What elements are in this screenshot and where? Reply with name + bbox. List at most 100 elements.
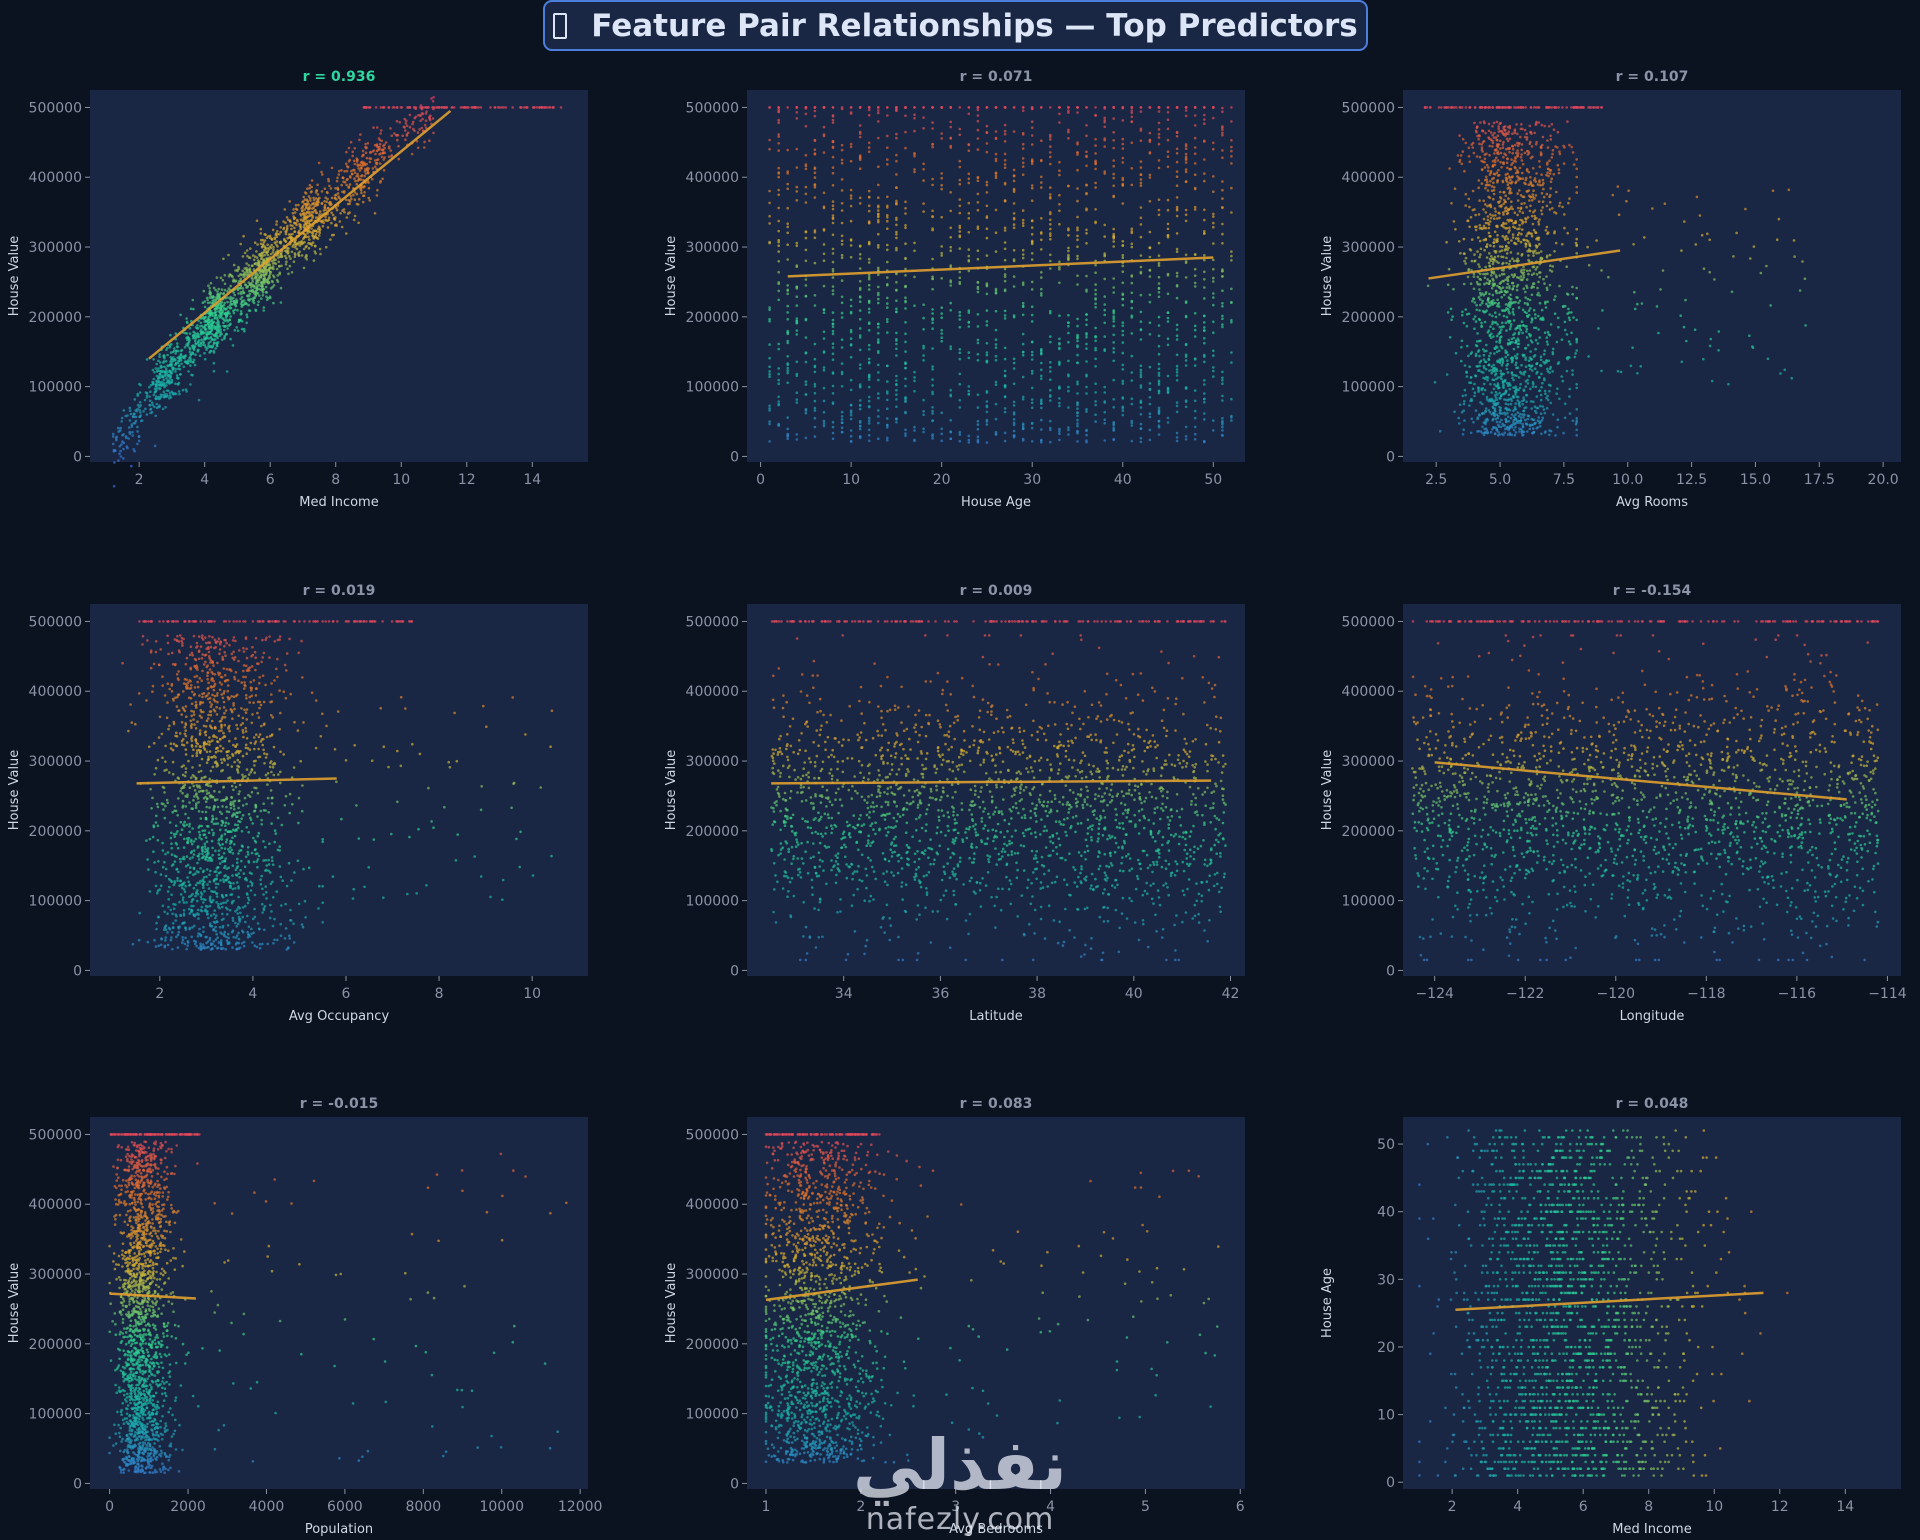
data-point xyxy=(404,122,408,125)
data-point xyxy=(777,142,780,145)
data-point xyxy=(822,386,826,390)
data-point xyxy=(193,339,197,343)
data-point xyxy=(289,257,292,260)
data-point xyxy=(243,330,246,333)
data-point xyxy=(208,351,211,354)
data-point xyxy=(1488,144,1491,148)
data-point xyxy=(1539,153,1543,157)
data-point xyxy=(405,124,409,128)
data-point xyxy=(1003,374,1007,377)
data-point xyxy=(387,155,391,159)
data-point xyxy=(136,394,139,397)
data-point xyxy=(1230,250,1233,253)
data-point xyxy=(312,198,316,202)
x-tick-label: 2.5 xyxy=(1425,472,1447,488)
x-axis-label: Avg Rooms xyxy=(1616,495,1688,510)
data-point xyxy=(813,176,817,179)
data-point xyxy=(1175,436,1179,439)
x-tick-label: 6 xyxy=(266,472,275,488)
data-point xyxy=(1221,370,1224,374)
data-point xyxy=(922,354,925,357)
data-point xyxy=(1571,292,1574,296)
data-point xyxy=(1040,139,1043,142)
data-point xyxy=(389,127,392,130)
data-point xyxy=(308,183,312,187)
data-point xyxy=(813,166,817,169)
data-point xyxy=(1541,183,1544,187)
data-point xyxy=(1548,389,1551,393)
data-point xyxy=(309,199,312,202)
data-point xyxy=(262,309,266,312)
data-point xyxy=(1508,226,1511,229)
data-point xyxy=(1058,203,1061,206)
data-point xyxy=(1121,264,1125,268)
data-point xyxy=(323,203,327,207)
data-point xyxy=(1458,240,1461,243)
data-point xyxy=(877,109,880,112)
data-point xyxy=(976,208,980,212)
data-point xyxy=(279,230,283,234)
data-point xyxy=(867,189,871,193)
data-point xyxy=(1049,227,1052,231)
data-point xyxy=(1121,137,1125,141)
data-point xyxy=(261,238,265,242)
data-point xyxy=(1516,411,1520,414)
data-point xyxy=(164,371,167,374)
data-point xyxy=(1506,359,1509,362)
data-point xyxy=(877,396,880,400)
data-point xyxy=(255,219,259,222)
data-point xyxy=(311,202,314,205)
data-point xyxy=(1058,193,1061,197)
data-point xyxy=(922,202,925,205)
data-point xyxy=(219,291,222,295)
data-point xyxy=(877,338,880,341)
data-point xyxy=(164,367,168,370)
data-point xyxy=(1012,361,1016,365)
data-point xyxy=(1534,313,1537,316)
data-point xyxy=(197,398,201,402)
data-point xyxy=(307,202,310,206)
data-point xyxy=(1067,128,1070,132)
data-point xyxy=(795,147,799,151)
data-point xyxy=(310,210,314,214)
data-point xyxy=(1166,316,1170,320)
data-point xyxy=(768,189,771,193)
data-point xyxy=(1543,282,1546,285)
data-point xyxy=(1076,238,1079,242)
data-point xyxy=(1474,354,1478,358)
data-point xyxy=(293,211,297,214)
data-point xyxy=(1030,158,1034,161)
data-point xyxy=(361,155,364,158)
data-point xyxy=(393,132,396,135)
data-point xyxy=(777,193,780,197)
data-point xyxy=(1524,418,1527,422)
data-point xyxy=(363,191,366,194)
data-point xyxy=(239,318,242,322)
data-point xyxy=(247,294,251,298)
data-point xyxy=(840,301,844,305)
data-point xyxy=(1499,151,1503,155)
data-point xyxy=(1166,150,1170,153)
data-point xyxy=(216,319,220,323)
data-point xyxy=(913,152,916,155)
data-point xyxy=(1076,226,1079,229)
data-point xyxy=(361,160,364,164)
data-point xyxy=(804,185,808,189)
data-point xyxy=(967,212,971,215)
data-point xyxy=(207,320,211,324)
data-point xyxy=(822,106,826,109)
data-point xyxy=(330,211,334,215)
data-point xyxy=(822,205,826,208)
data-point xyxy=(895,223,898,227)
data-point xyxy=(1509,325,1512,328)
data-point xyxy=(867,360,871,364)
data-point xyxy=(1067,340,1070,344)
data-point xyxy=(1492,192,1496,196)
data-point xyxy=(1076,141,1079,144)
data-point xyxy=(994,208,998,212)
data-point xyxy=(215,316,219,319)
x-tick-label: 12.5 xyxy=(1676,472,1707,488)
data-point xyxy=(168,369,172,373)
data-point xyxy=(949,309,952,312)
data-point xyxy=(786,416,789,419)
